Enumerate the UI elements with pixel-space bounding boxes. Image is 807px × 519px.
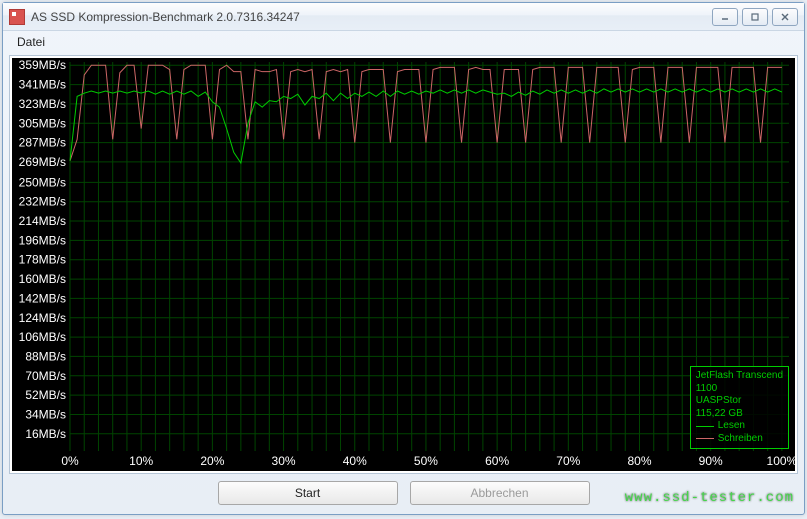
svg-text:0%: 0% bbox=[61, 454, 79, 468]
svg-text:196MB/s: 196MB/s bbox=[19, 233, 66, 247]
svg-text:160MB/s: 160MB/s bbox=[19, 272, 66, 286]
chart-area: 16MB/s 34MB/s 52MB/s 70MB/s 88MB/s 106MB/s 124… bbox=[12, 58, 795, 471]
compression-chart: 16MB/s 34MB/s 52MB/s 70MB/s 88MB/s 106MB/s 124… bbox=[12, 58, 795, 471]
legend-device: JetFlash Transcend bbox=[696, 370, 783, 383]
app-icon bbox=[9, 9, 25, 25]
svg-text:88MB/s: 88MB/s bbox=[25, 349, 66, 363]
content-panel: 16MB/s 34MB/s 52MB/s 70MB/s 88MB/s 106MB/s 124… bbox=[9, 55, 798, 474]
svg-text:50%: 50% bbox=[414, 454, 438, 468]
legend-model: 1100 bbox=[696, 383, 783, 396]
svg-text:10%: 10% bbox=[129, 454, 153, 468]
svg-text:80%: 80% bbox=[627, 454, 651, 468]
svg-text:40%: 40% bbox=[343, 454, 367, 468]
abort-button: Abbrechen bbox=[410, 481, 590, 505]
svg-text:142MB/s: 142MB/s bbox=[19, 291, 66, 305]
legend-controller: UASPStor bbox=[696, 395, 783, 408]
titlebar[interactable]: AS SSD Kompression-Benchmark 2.0.7316.34… bbox=[3, 3, 804, 31]
svg-text:269MB/s: 269MB/s bbox=[19, 155, 66, 169]
svg-text:90%: 90% bbox=[699, 454, 723, 468]
legend-swatch-schreiben bbox=[696, 438, 714, 439]
menubar: Datei bbox=[3, 31, 804, 53]
legend-swatch-lesen bbox=[696, 426, 714, 427]
svg-text:341MB/s: 341MB/s bbox=[19, 78, 66, 92]
svg-text:232MB/s: 232MB/s bbox=[19, 195, 66, 209]
svg-text:70MB/s: 70MB/s bbox=[25, 369, 66, 383]
menu-file[interactable]: Datei bbox=[9, 33, 53, 51]
start-button[interactable]: Start bbox=[218, 481, 398, 505]
window-title: AS SSD Kompression-Benchmark 2.0.7316.34… bbox=[31, 10, 712, 24]
app-window: AS SSD Kompression-Benchmark 2.0.7316.34… bbox=[2, 2, 805, 515]
watermark: www.ssd-tester.com bbox=[625, 490, 794, 506]
legend-schreiben: Schreiben bbox=[696, 433, 783, 446]
svg-text:100%: 100% bbox=[767, 454, 795, 468]
svg-text:250MB/s: 250MB/s bbox=[19, 175, 66, 189]
svg-text:178MB/s: 178MB/s bbox=[19, 253, 66, 267]
legend-box: JetFlash Transcend 1100 UASPStor 115,22 … bbox=[690, 366, 789, 449]
svg-text:70%: 70% bbox=[556, 454, 580, 468]
svg-text:20%: 20% bbox=[200, 454, 224, 468]
legend-label-lesen: Lesen bbox=[718, 420, 745, 433]
svg-text:305MB/s: 305MB/s bbox=[19, 116, 66, 130]
close-button[interactable] bbox=[772, 8, 798, 26]
svg-text:124MB/s: 124MB/s bbox=[19, 311, 66, 325]
svg-text:106MB/s: 106MB/s bbox=[19, 330, 66, 344]
svg-text:30%: 30% bbox=[272, 454, 296, 468]
window-controls bbox=[712, 8, 798, 26]
minimize-button[interactable] bbox=[712, 8, 738, 26]
svg-text:52MB/s: 52MB/s bbox=[25, 388, 66, 402]
maximize-button[interactable] bbox=[742, 8, 768, 26]
svg-text:60%: 60% bbox=[485, 454, 509, 468]
svg-text:323MB/s: 323MB/s bbox=[19, 97, 66, 111]
svg-text:16MB/s: 16MB/s bbox=[25, 427, 66, 441]
legend-label-schreiben: Schreiben bbox=[718, 433, 763, 446]
legend-lesen: Lesen bbox=[696, 420, 783, 433]
legend-capacity: 115,22 GB bbox=[696, 408, 783, 421]
svg-text:359MB/s: 359MB/s bbox=[19, 58, 66, 72]
svg-text:214MB/s: 214MB/s bbox=[19, 214, 66, 228]
svg-text:287MB/s: 287MB/s bbox=[19, 136, 66, 150]
svg-text:34MB/s: 34MB/s bbox=[25, 407, 66, 421]
